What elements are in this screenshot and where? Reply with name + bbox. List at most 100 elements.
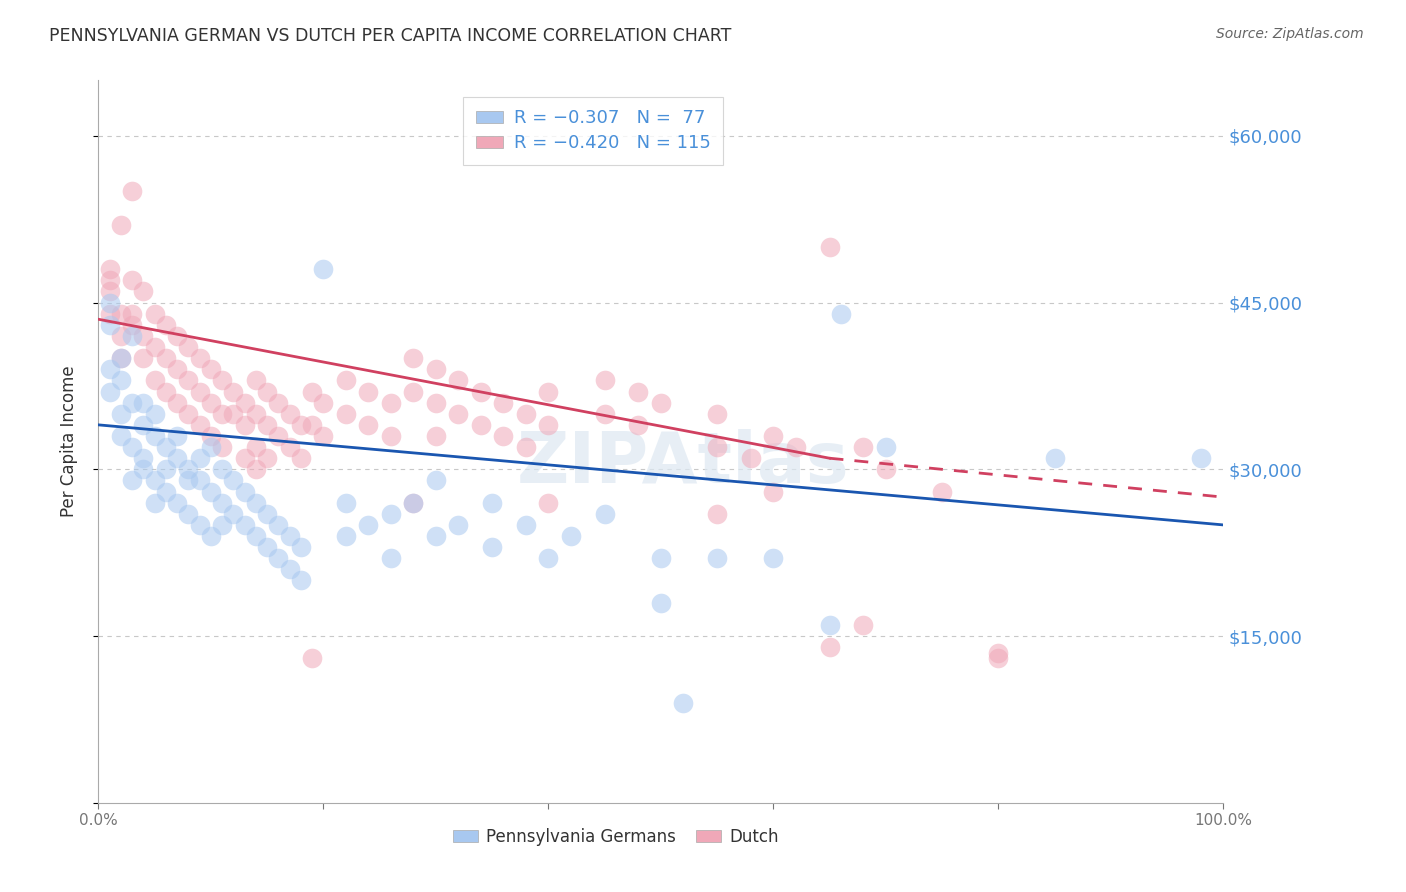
Point <box>233 395 256 409</box>
Point <box>380 429 402 443</box>
Point <box>132 351 155 366</box>
Point <box>188 351 211 366</box>
Point <box>278 529 301 543</box>
Point <box>166 496 188 510</box>
Point <box>515 440 537 454</box>
Point <box>335 529 357 543</box>
Point <box>593 507 616 521</box>
Point <box>245 462 267 476</box>
Text: PENNSYLVANIA GERMAN VS DUTCH PER CAPITA INCOME CORRELATION CHART: PENNSYLVANIA GERMAN VS DUTCH PER CAPITA … <box>49 27 731 45</box>
Point <box>256 507 278 521</box>
Point <box>357 517 380 532</box>
Legend: Pennsylvania Germans, Dutch: Pennsylvania Germans, Dutch <box>446 821 786 852</box>
Point <box>143 407 166 421</box>
Point <box>132 285 155 299</box>
Point <box>98 262 121 277</box>
Point <box>121 329 143 343</box>
Point <box>560 529 582 543</box>
Point <box>132 329 155 343</box>
Point <box>177 340 200 354</box>
Point <box>200 395 222 409</box>
Point <box>211 440 233 454</box>
Point <box>481 540 503 554</box>
Point <box>402 496 425 510</box>
Point <box>301 651 323 665</box>
Point <box>233 451 256 466</box>
Point <box>267 395 290 409</box>
Point <box>852 440 875 454</box>
Point <box>211 373 233 387</box>
Point <box>278 562 301 576</box>
Point <box>706 551 728 566</box>
Point <box>492 395 515 409</box>
Point <box>447 517 470 532</box>
Point <box>650 395 672 409</box>
Point <box>593 407 616 421</box>
Point <box>188 517 211 532</box>
Point <box>380 395 402 409</box>
Point <box>132 462 155 476</box>
Point <box>245 529 267 543</box>
Point <box>301 384 323 399</box>
Point <box>245 496 267 510</box>
Point <box>143 307 166 321</box>
Point <box>222 384 245 399</box>
Point <box>245 373 267 387</box>
Point <box>931 484 953 499</box>
Point <box>312 429 335 443</box>
Point <box>627 417 650 432</box>
Point <box>1043 451 1066 466</box>
Point <box>98 273 121 287</box>
Point <box>425 395 447 409</box>
Point <box>830 307 852 321</box>
Point <box>290 574 312 588</box>
Point <box>200 529 222 543</box>
Point <box>110 351 132 366</box>
Point <box>98 362 121 376</box>
Point <box>166 362 188 376</box>
Point <box>211 462 233 476</box>
Point <box>335 496 357 510</box>
Point <box>852 618 875 632</box>
Point <box>301 417 323 432</box>
Point <box>740 451 762 466</box>
Point <box>357 417 380 432</box>
Point <box>380 551 402 566</box>
Point <box>200 362 222 376</box>
Point <box>256 451 278 466</box>
Point <box>110 329 132 343</box>
Point <box>211 496 233 510</box>
Point <box>211 407 233 421</box>
Text: Source: ZipAtlas.com: Source: ZipAtlas.com <box>1216 27 1364 41</box>
Point <box>256 384 278 399</box>
Point <box>132 451 155 466</box>
Point <box>143 474 166 488</box>
Point <box>492 429 515 443</box>
Point <box>818 240 841 254</box>
Point <box>200 429 222 443</box>
Point <box>335 373 357 387</box>
Point <box>166 451 188 466</box>
Point <box>762 551 785 566</box>
Point <box>177 407 200 421</box>
Point <box>267 551 290 566</box>
Point <box>155 318 177 332</box>
Point <box>650 551 672 566</box>
Point <box>256 417 278 432</box>
Point <box>211 517 233 532</box>
Point <box>110 373 132 387</box>
Point <box>155 462 177 476</box>
Point <box>121 395 143 409</box>
Point <box>706 507 728 521</box>
Point <box>188 417 211 432</box>
Point <box>188 451 211 466</box>
Point <box>987 646 1010 660</box>
Point <box>256 540 278 554</box>
Point <box>762 429 785 443</box>
Point <box>177 373 200 387</box>
Point <box>98 318 121 332</box>
Point <box>267 429 290 443</box>
Point <box>143 429 166 443</box>
Point <box>312 262 335 277</box>
Point <box>706 440 728 454</box>
